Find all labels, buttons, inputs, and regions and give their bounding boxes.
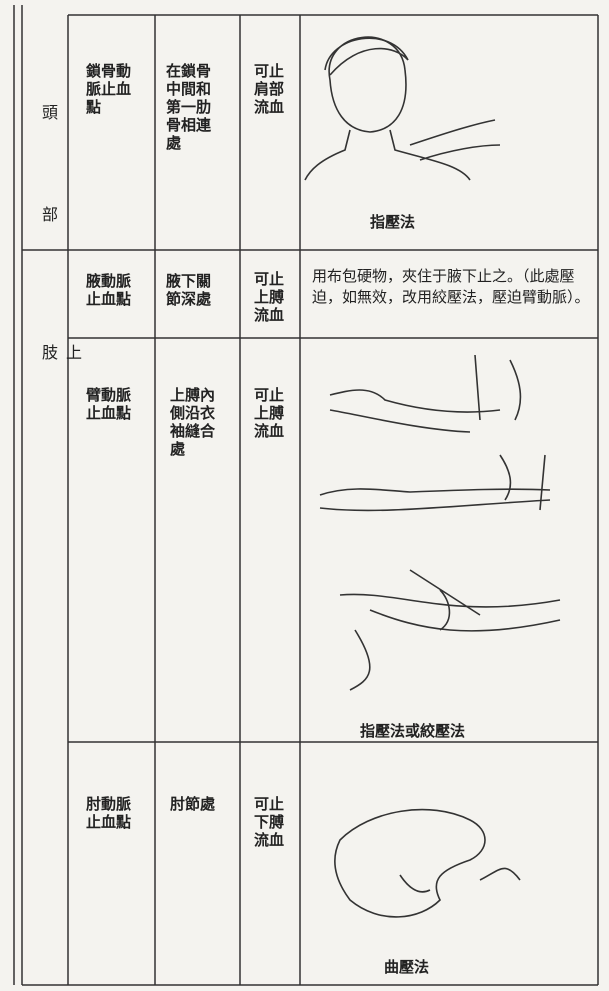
figure-head xyxy=(304,36,501,181)
cell: 腋下關節深處 xyxy=(166,272,212,308)
section-label: 頭部 xyxy=(39,104,58,308)
caption: 曲壓法 xyxy=(384,958,430,976)
cell: 在鎖骨中間和第一肋骨相連處 xyxy=(166,62,212,152)
cell: 可止上膊流血 xyxy=(254,386,285,440)
caption: 指壓法 xyxy=(370,213,416,231)
cell: 可止上膊流血 xyxy=(254,270,285,324)
cell: 臂動脈止血點 xyxy=(86,386,132,422)
figure-arms xyxy=(319,354,561,691)
cell: 肘節處 xyxy=(170,795,216,813)
cell: 鎖骨動脈止血點 xyxy=(86,62,132,116)
note: 用布包硬物，夾住于腋下止之。（此處壓迫，如無效，改用絞壓法，壓迫臂動脈）。 xyxy=(312,267,590,306)
cell: 可止肩部流血 xyxy=(254,62,285,116)
cell: 上膊內側沿衣袖縫合處 xyxy=(170,386,216,458)
cell: 肘動脈止血點 xyxy=(86,795,132,831)
section-label: 上肢 xyxy=(39,344,82,738)
cell: 腋動脈止血點 xyxy=(86,272,132,308)
cell: 可止下膊流血 xyxy=(254,795,285,849)
figure-bent-arm xyxy=(334,808,521,918)
caption: 指壓法或絞壓法 xyxy=(360,722,466,740)
